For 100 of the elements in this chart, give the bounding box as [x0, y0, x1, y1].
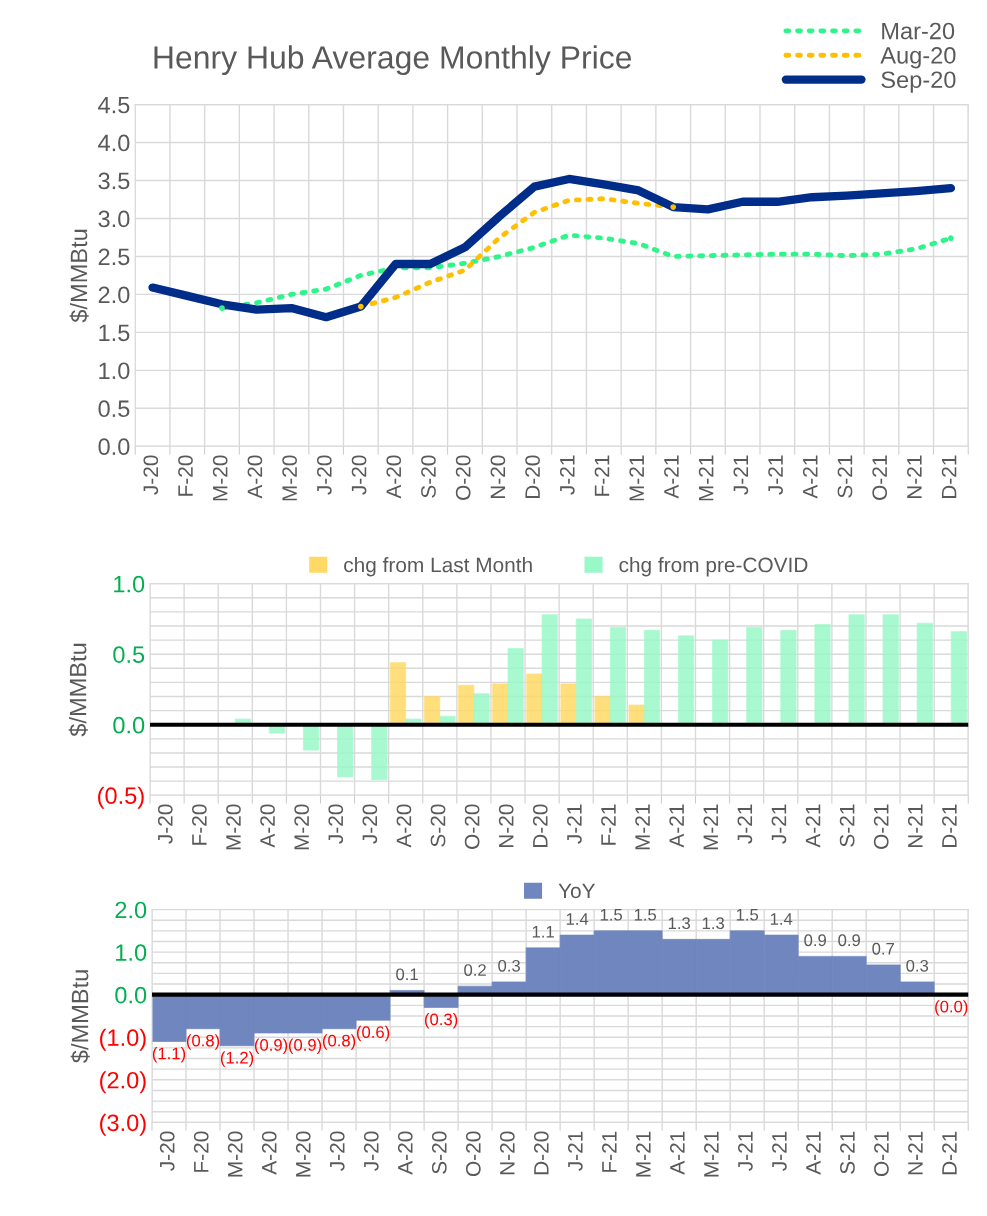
bar: [609, 627, 626, 726]
data-label: (0.6): [356, 1025, 390, 1042]
x-tick-label: O-21: [874, 1131, 889, 1177]
legend-label: Sep-20: [881, 71, 956, 93]
x-tick-label: D-20: [525, 455, 540, 499]
x-tick-label: J-20: [363, 1131, 379, 1171]
x-tick-label: N-21: [907, 455, 922, 499]
y-tick-label: (0.5): [98, 786, 144, 809]
data-label: 0.9: [838, 934, 861, 947]
x-tick-label: M-20: [282, 455, 297, 501]
bar: [712, 639, 729, 726]
y-tick-label: 1.0: [99, 362, 130, 380]
bar: [371, 724, 388, 781]
x-tick-label: A-20: [247, 455, 263, 499]
x-tick-label: M-21: [698, 455, 714, 501]
x-tick-label: N-20: [498, 804, 514, 848]
data-label: 1.5: [634, 908, 657, 921]
y-tick-label: (3.0): [100, 1113, 146, 1136]
bar: [678, 635, 695, 726]
x-tick-label: A-21: [664, 455, 679, 499]
y-tick-label: (2.0): [100, 1071, 146, 1094]
x-tick-label: D-20: [532, 804, 548, 848]
x-tick-label: J-20: [143, 455, 159, 495]
x-tick-label: F-21: [601, 1131, 617, 1172]
data-label: 0.1: [396, 968, 418, 981]
x-tick-label: D-21: [942, 1131, 957, 1175]
x-tick-label: A-20: [397, 1131, 413, 1175]
y-tick-label: 3.5: [98, 172, 130, 190]
data-label: 0.3: [498, 959, 520, 972]
y-tick-label: 4.0: [98, 134, 130, 152]
x-tick-label: F-21: [601, 804, 616, 845]
bar: [337, 724, 354, 778]
bar: [560, 683, 577, 726]
bar: [473, 693, 490, 726]
bar: [848, 614, 865, 726]
x-tick-label: J-20: [362, 804, 378, 844]
data-label: 1.3: [668, 917, 691, 930]
data-label: (0.9): [288, 1038, 322, 1055]
x-tick-label: J-21: [567, 804, 582, 844]
x-tick-label: A-21: [670, 1131, 685, 1175]
x-tick-label: A-20: [261, 1131, 277, 1175]
x-tick-label: O-20: [455, 455, 471, 500]
data-label: (1.2): [220, 1051, 254, 1067]
y-tick-label: (1.0): [100, 1028, 146, 1051]
y-tick-label: 2.5: [98, 248, 130, 266]
data-label: 0.7: [872, 942, 894, 955]
data-label: 1.3: [702, 917, 725, 930]
y-tick-label: 3.0: [98, 210, 130, 228]
x-tick-label: J-20: [316, 455, 332, 495]
bar: [746, 627, 763, 726]
x-tick-label: M-20: [226, 804, 241, 850]
x-tick-label: M-20: [212, 455, 228, 501]
bar: [916, 622, 933, 726]
bar: [541, 614, 558, 726]
x-tick-label: J-21: [738, 1131, 753, 1171]
data-label: 1.4: [770, 913, 793, 925]
bar: [644, 629, 661, 726]
x-tick-label: J-20: [351, 455, 367, 495]
x-tick-label: F-21: [594, 455, 610, 496]
x-tick-label: S-20: [431, 1131, 447, 1174]
x-tick-label: J-20: [157, 804, 173, 844]
x-tick-label: F-20: [193, 1131, 209, 1172]
y-tick-label: 2.0: [115, 901, 147, 919]
x-tick-label: J-21: [772, 1131, 787, 1171]
point: [670, 204, 677, 210]
x-tick-label: M-21: [635, 804, 650, 850]
y-axis-title: $/MMBtu: [69, 229, 89, 323]
y-tick-label: 2.0: [98, 286, 130, 304]
x-tick-label: N-20: [490, 455, 506, 499]
bar: [390, 662, 407, 726]
x-tick-label: F-20: [178, 455, 193, 496]
y-tick-label: 0.0: [113, 716, 145, 734]
x-tick-label: J-20: [159, 1131, 175, 1171]
x-tick-label: J-21: [768, 455, 783, 495]
x-tick-label: O-20: [465, 1131, 481, 1177]
x-tick-label: N-20: [499, 1131, 515, 1175]
y-tick-label: 0.5: [113, 646, 145, 663]
x-tick-label: S-21: [837, 455, 853, 498]
data-label: 1.4: [566, 913, 589, 925]
bar: [575, 618, 592, 726]
point: [219, 305, 225, 311]
x-tick-label: M-21: [704, 1131, 719, 1177]
data-label: (0.8): [322, 1034, 356, 1050]
data-label: 1.1: [532, 926, 554, 938]
x-tick-label: D-20: [533, 1131, 549, 1175]
x-tick-label: N-21: [908, 1131, 923, 1175]
x-tick-label: A-20: [260, 804, 275, 848]
bar: [492, 683, 509, 726]
data-label: 0.2: [464, 964, 486, 976]
x-tick-label: A-21: [669, 804, 684, 848]
legend-label: chg from pre-COVID: [619, 557, 808, 577]
data-label: 0.9: [804, 934, 826, 947]
data-label: 0.3: [906, 959, 929, 972]
bar: [780, 629, 797, 726]
bar: [882, 614, 899, 726]
legend-label: Mar-20: [882, 22, 955, 40]
y-tick-label: 1.0: [116, 944, 147, 961]
bar: [303, 724, 320, 751]
x-tick-label: J-21: [733, 455, 749, 495]
x-tick-label: N-21: [907, 804, 923, 848]
